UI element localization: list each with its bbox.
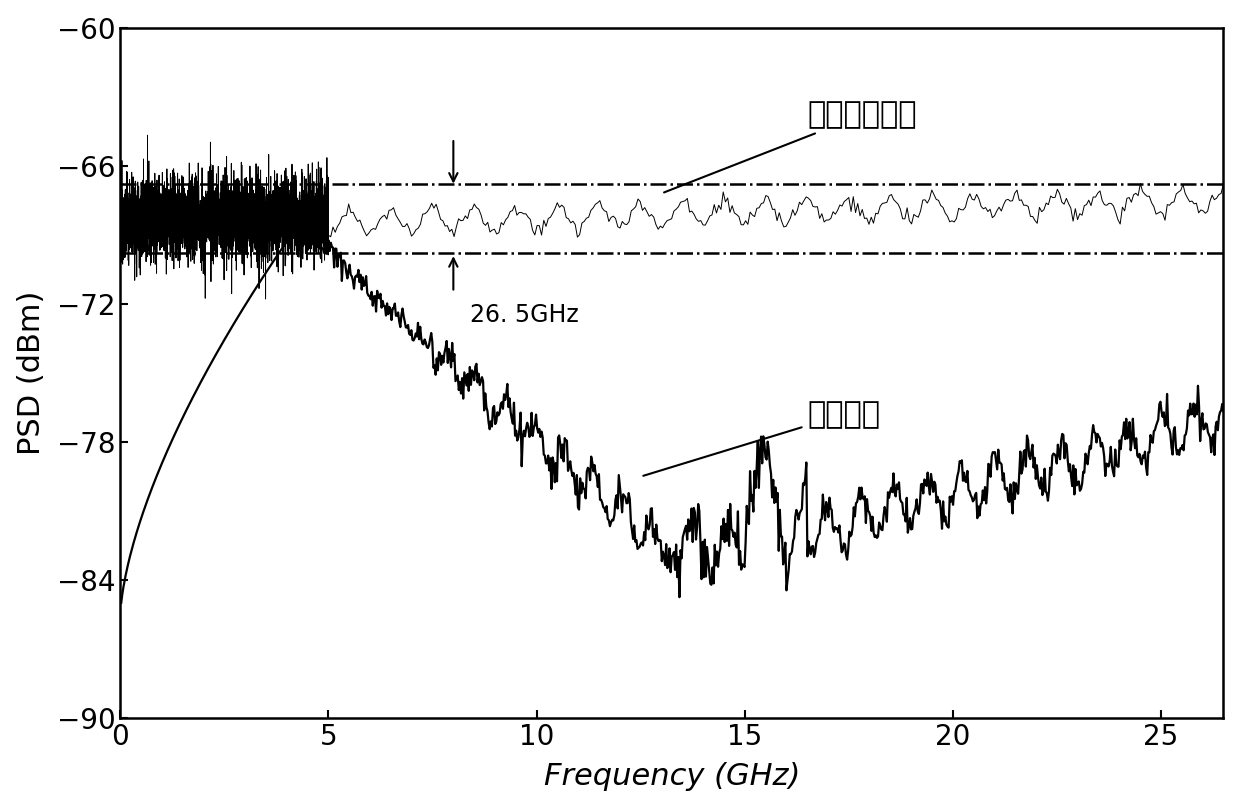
Text: 26. 5GHz: 26. 5GHz: [470, 303, 579, 327]
Text: 现有技术: 现有技术: [644, 400, 880, 476]
X-axis label: Frequency (GHz): Frequency (GHz): [543, 762, 800, 791]
Text: 本发明实施例: 本发明实施例: [665, 101, 916, 192]
Y-axis label: PSD (dBm): PSD (dBm): [16, 291, 46, 455]
